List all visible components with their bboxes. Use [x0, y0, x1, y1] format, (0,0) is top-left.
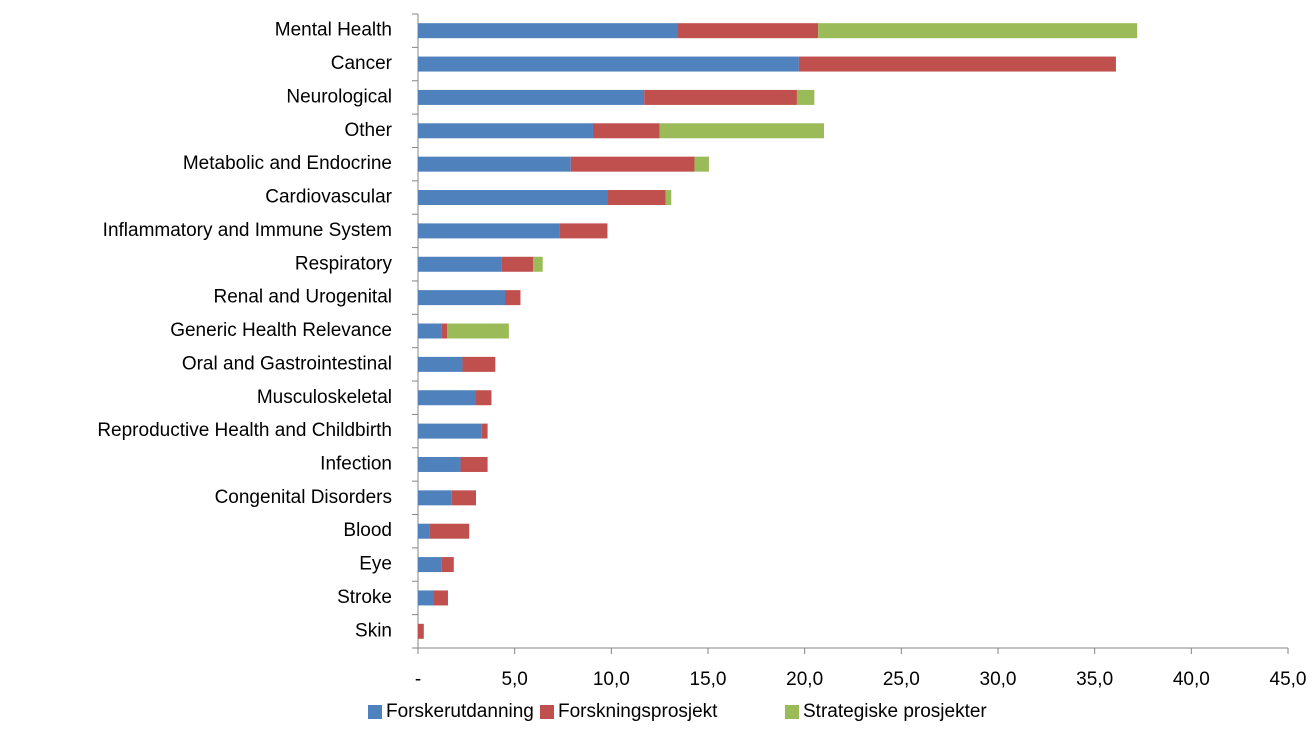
bar-segment: [665, 190, 672, 206]
y-tick-label: Congenital Disorders: [215, 487, 392, 508]
legend-swatch: [368, 705, 382, 719]
bar-segment: [418, 523, 430, 539]
bar-segment: [418, 223, 560, 239]
y-tick-label: Other: [344, 120, 392, 141]
x-tick-label: 45,0: [1270, 669, 1307, 690]
bar-segment: [441, 557, 454, 573]
legend-label: Forskerutdanning: [386, 701, 534, 722]
bar-segment: [505, 290, 521, 306]
bar-segment: [441, 323, 447, 339]
y-tick-label: Cardiovascular: [265, 187, 392, 208]
x-tick-label: 5,0: [501, 669, 527, 690]
bar-segment: [418, 557, 442, 573]
legend-label: Forskningsprosjekt: [558, 701, 718, 722]
y-tick-label: Renal and Urogenital: [213, 287, 392, 308]
legend-swatch: [540, 705, 554, 719]
y-tick-label: Inflammatory and Immune System: [103, 220, 392, 241]
y-tick-label: Cancer: [331, 53, 393, 74]
y-tick-label: Generic Health Relevance: [170, 320, 392, 341]
y-tick-label: Respiratory: [295, 253, 393, 274]
bar-segment: [418, 456, 461, 472]
y-tick-label: Skin: [355, 620, 392, 641]
y-tick-label: Mental Health: [275, 20, 392, 41]
bar-segment: [677, 23, 819, 39]
x-tick-label: 30,0: [980, 669, 1017, 690]
bar-segment: [418, 56, 799, 72]
bar-segment: [433, 590, 448, 606]
x-tick-label: 35,0: [1076, 669, 1113, 690]
bar-segment: [607, 190, 666, 206]
bar-segment: [418, 156, 571, 172]
y-tick-label: Reproductive Health and Childbirth: [97, 420, 392, 441]
bar-segment: [659, 123, 824, 139]
bar-segment: [501, 256, 534, 272]
bar-segment: [418, 423, 482, 439]
y-tick-label: Metabolic and Endocrine: [183, 153, 392, 174]
y-tick-label: Eye: [359, 554, 392, 575]
bar-segment: [418, 623, 424, 639]
bar-segment: [418, 390, 476, 406]
x-tick-label: 10,0: [593, 669, 630, 690]
bar-segment: [481, 423, 488, 439]
bar-segment: [418, 123, 593, 139]
bar-segment: [451, 490, 476, 506]
x-tick-label: 25,0: [883, 669, 920, 690]
bar-segment: [429, 523, 470, 539]
y-tick-label: Neurological: [286, 86, 392, 107]
bar-segment: [798, 56, 1116, 72]
bar-segment: [447, 323, 509, 339]
bar-segment: [644, 89, 797, 105]
bar-segment: [476, 390, 492, 406]
bar-segment: [418, 256, 502, 272]
bar-segment: [559, 223, 608, 239]
y-tick-label: Musculoskeletal: [257, 387, 392, 408]
bar-segment: [462, 356, 496, 372]
bar-segment: [418, 89, 645, 105]
x-tick-label: -: [415, 669, 421, 690]
bar-segment: [796, 89, 815, 105]
bar-segment: [418, 190, 608, 206]
bar-segment: [418, 490, 452, 506]
x-tick-label: 40,0: [1173, 669, 1210, 690]
y-tick-label: Oral and Gastrointestinal: [182, 353, 392, 374]
bar-segment: [570, 156, 695, 172]
bar-segment: [460, 456, 488, 472]
bar-segment: [533, 256, 543, 272]
legend-swatch: [785, 705, 799, 719]
y-tick-label: Blood: [343, 520, 392, 541]
x-tick-label: 20,0: [786, 669, 823, 690]
legend-label: Strategiske prosjekter: [803, 701, 987, 722]
bar-segment: [818, 23, 1138, 39]
y-tick-label: Infection: [320, 453, 392, 474]
bar-segment: [418, 290, 505, 306]
y-tick-label: Stroke: [337, 587, 392, 608]
bar-segment: [592, 123, 660, 139]
bar-segment: [418, 590, 434, 606]
x-tick-label: 15,0: [690, 669, 727, 690]
bar-segment: [418, 323, 442, 339]
bar-segment: [418, 23, 678, 39]
bar-segment: [694, 156, 709, 172]
bar-segment: [418, 356, 463, 372]
